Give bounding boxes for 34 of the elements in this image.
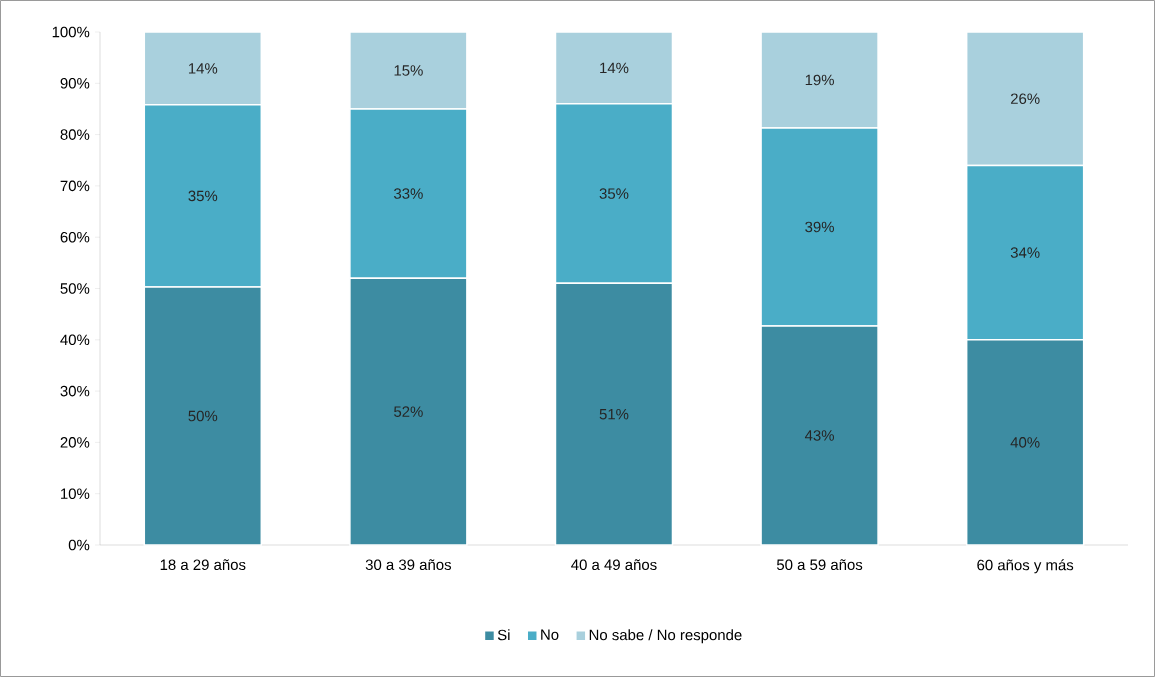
data-label: 26%	[1010, 93, 1040, 104]
y-tick-label: 50%	[60, 283, 90, 294]
legend-label: Si	[497, 629, 510, 641]
data-label: 14%	[600, 62, 629, 74]
y-tick-label: 60%	[60, 231, 90, 243]
legend-label: No	[541, 629, 559, 640]
x-tick-label: 60 años y más	[977, 559, 1074, 574]
x-tick-label: 40 a 49 años	[571, 559, 657, 571]
data-label: 14%	[188, 63, 218, 74]
data-label: 35%	[599, 188, 629, 199]
x-tick-label: 30 a 39 años	[365, 559, 452, 571]
y-tick-label: 20%	[60, 437, 90, 448]
y-tick-label: 80%	[60, 129, 90, 140]
x-tick-label: 50 a 59 años	[776, 559, 863, 571]
x-tick-label: 18 a 29 años	[160, 559, 246, 571]
data-label: 39%	[805, 221, 834, 233]
data-label: 15%	[394, 65, 423, 76]
y-tick-label: 30%	[60, 385, 90, 397]
y-tick-label: 0%	[68, 539, 90, 551]
legend-label: No sabe / No responde	[589, 629, 742, 644]
data-label: 35%	[188, 190, 218, 202]
y-tick-label: 10%	[61, 488, 90, 499]
y-tick-label: 40%	[60, 334, 90, 346]
y-tick-label: 70%	[60, 180, 90, 192]
y-tick-label: 100%	[52, 26, 90, 38]
y-tick-label: 90%	[60, 78, 90, 89]
data-label: 51%	[599, 408, 629, 420]
data-label: 19%	[805, 74, 834, 86]
data-label: 52%	[394, 406, 423, 417]
data-label: 33%	[394, 188, 423, 199]
data-label: 34%	[1010, 247, 1040, 258]
data-label: 50%	[188, 410, 218, 422]
data-label: 43%	[804, 430, 834, 441]
data-label: 40%	[1010, 437, 1040, 448]
